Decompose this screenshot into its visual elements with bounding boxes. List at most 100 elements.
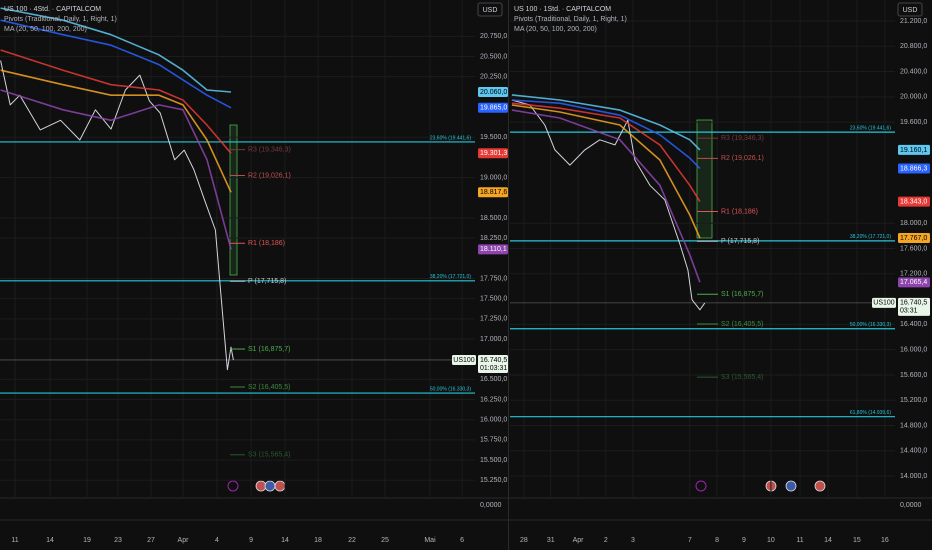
y-tick-label: 16.500,0 — [480, 376, 507, 383]
currency-button[interactable] — [897, 2, 923, 17]
indicator-label: MA (20, 50, 100, 200, 200) — [4, 26, 87, 33]
y-tick-label: 19.500,0 — [480, 134, 507, 141]
ma-line — [511, 94, 701, 151]
price-tag-label: 20.060,0 — [480, 89, 507, 96]
x-tick-label: 14 — [281, 537, 289, 544]
y-tick-label: 17.250,0 — [480, 316, 507, 323]
x-tick-label: 28 — [520, 537, 528, 544]
countdown: 03:31 — [900, 308, 918, 315]
price-tag-label: 18.866,3 — [900, 165, 927, 172]
y-tick-label: 15.200,0 — [900, 397, 927, 404]
pivot-label: S3 (15,565,4) — [248, 452, 290, 459]
ma-line — [0, 69, 232, 193]
x-tick-label: 14 — [46, 537, 54, 544]
y-tick-label: 16.000,0 — [480, 417, 507, 424]
plot — [0, 0, 475, 498]
x-tick-label: 4 — [215, 537, 219, 544]
pivot-label: S1 (16,875,7) — [248, 346, 290, 353]
indicator-tick-label: 0,0000 — [480, 502, 502, 509]
x-tick-label: Apr — [573, 537, 585, 544]
symbol-tag — [452, 354, 476, 365]
fib-label: 23,60% (19.441,6) — [850, 125, 891, 131]
y-tick-label: 16.400,0 — [900, 321, 927, 328]
symbol-label: US100 — [453, 357, 475, 364]
pivot-label: R3 (19,346,3) — [248, 146, 291, 153]
event-icons — [227, 480, 826, 492]
y-tick-label: 17.500,0 — [480, 295, 507, 302]
x-tick-label: 27 — [147, 537, 155, 544]
fib-label: 50,00% (16.330,3) — [430, 386, 471, 392]
price-tag — [478, 148, 508, 159]
price-tag-label: 18.817,6 — [480, 189, 507, 196]
y-tick-label: 14.400,0 — [900, 448, 927, 455]
y-tick-label: 14.800,0 — [900, 422, 927, 429]
indicator-label: Pivots (Traditional, Daily, 1, Right, 1) — [514, 16, 627, 23]
y-tick-label: 17.000,0 — [480, 336, 507, 343]
x-tick-label: 31 — [547, 537, 555, 544]
y-tick-label: 20.750,0 — [480, 33, 507, 40]
price-tag — [898, 163, 930, 174]
y-tick-label: 18.500,0 — [480, 215, 507, 222]
price-tag-label: 17.065,4 — [900, 279, 927, 286]
x-tick-label: 9 — [249, 537, 253, 544]
ma-line — [511, 99, 701, 170]
ma-line — [0, 7, 232, 93]
x-tick-label: 19 — [83, 537, 91, 544]
event-icon[interactable] — [814, 480, 826, 492]
indicator-label: MA (20, 50, 100, 200, 200) — [514, 26, 597, 33]
ma-line — [0, 49, 232, 154]
y-tick-label: 18.000,0 — [900, 220, 927, 227]
y-tick-label: 17.200,0 — [900, 271, 927, 278]
currency-button[interactable] — [477, 2, 503, 17]
y-tick-label: 20.000,0 — [900, 94, 927, 101]
price-tag — [478, 244, 508, 255]
chart-title: US 100 · 4Std. · CAPITALCOM — [4, 6, 101, 13]
x-tick-label: 14 — [824, 537, 832, 544]
fib-label: 50,00% (16.330,3) — [850, 322, 891, 328]
x-tick-label: 10 — [767, 537, 775, 544]
y-tick-label: 19.000,0 — [480, 174, 507, 181]
price-tag — [898, 277, 930, 288]
chart-title: US 100 · 1Std. · CAPITALCOM — [514, 6, 611, 13]
last-price-tag — [898, 297, 930, 316]
price-tag-label: 18.343,0 — [900, 198, 927, 205]
event-icon[interactable] — [274, 480, 286, 492]
price-tag-label: 19.865,0 — [480, 105, 507, 112]
pivot-label: R1 (18,186) — [248, 240, 285, 247]
event-icon[interactable] — [255, 480, 267, 492]
y-tick-label: 20.250,0 — [480, 74, 507, 81]
y-tick-label: 16.250,0 — [480, 396, 507, 403]
last-price-label: 16.740,5 — [480, 357, 507, 364]
event-icon[interactable] — [227, 480, 239, 492]
x-tick-label: Mai — [424, 537, 436, 544]
x-tick-label: Apr — [178, 537, 190, 544]
y-tick-label: 15.250,0 — [480, 477, 507, 484]
price-tag — [898, 232, 930, 243]
ma-line — [511, 109, 701, 283]
price-tag-label: 17.767,0 — [900, 235, 927, 242]
y-tick-label: 20.400,0 — [900, 68, 927, 75]
currency-label: USD — [483, 7, 498, 14]
x-tick-label: 15 — [853, 537, 861, 544]
event-icon[interactable] — [785, 480, 797, 492]
pivot-label: S2 (16,405,5) — [248, 384, 290, 391]
fib-label: 61,80% (14.939,6) — [850, 410, 891, 416]
event-icon[interactable] — [695, 480, 707, 492]
y-tick-label: 17.600,0 — [900, 245, 927, 252]
price-tag-label: 19.301,3 — [480, 150, 507, 157]
pivot-label: R2 (19,026,1) — [248, 172, 291, 179]
ma-line — [511, 102, 701, 203]
price-tag-label: 18.110,1 — [480, 246, 507, 253]
event-icon[interactable] — [264, 480, 276, 492]
pivot-label: S3 (15,565,4) — [721, 374, 763, 381]
currency-label: USD — [903, 7, 918, 14]
last-price-label: 16.740,5 — [900, 300, 927, 307]
y-tick-label: 21.200,0 — [900, 18, 927, 25]
y-tick-label: 18.250,0 — [480, 235, 507, 242]
y-tick-label: 20.800,0 — [900, 43, 927, 50]
countdown: 01:03:31 — [480, 365, 507, 372]
ma-line — [0, 89, 232, 250]
pivot-label: R2 (19,026,1) — [721, 155, 764, 162]
